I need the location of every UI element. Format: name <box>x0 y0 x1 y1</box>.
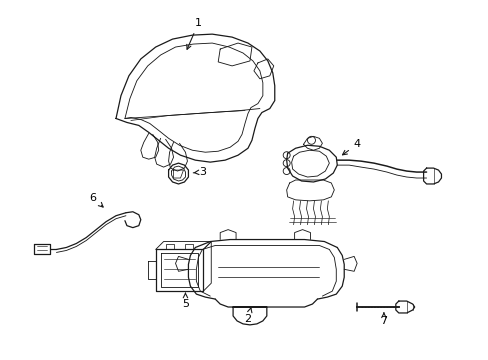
Text: 6: 6 <box>89 193 103 207</box>
Text: 5: 5 <box>182 293 188 309</box>
Text: 2: 2 <box>244 308 251 324</box>
Text: 1: 1 <box>186 18 202 49</box>
Text: 3: 3 <box>193 167 205 177</box>
Text: 7: 7 <box>380 313 386 326</box>
Text: 4: 4 <box>342 139 360 155</box>
